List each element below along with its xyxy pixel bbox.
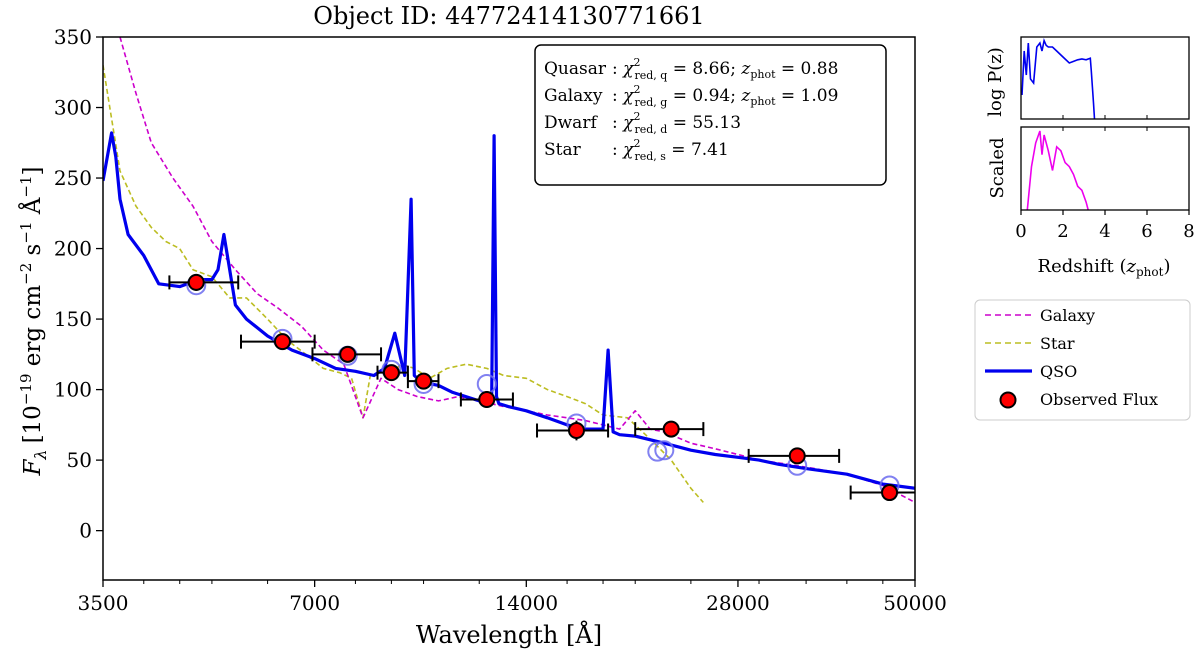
observed-flux-marker	[382, 364, 400, 382]
stats-row-name: Quasar	[544, 59, 607, 79]
y-tick-label: 50	[67, 448, 92, 472]
x-axis-label: Wavelength [Å]	[416, 620, 602, 649]
main-axis-ticks: 3500 7000 14000 28000 50000 0 50 100 150 200 250 30…	[54, 25, 947, 615]
stats-row-value: : χ2 red, s = 7.41	[612, 137, 729, 163]
pz-inset: 0 2 4 6 8 log P(z) Scaled Redshift (zphot)	[985, 36, 1195, 279]
legend: Galaxy Star QSO Observed Flux	[974, 299, 1191, 421]
pz-top-curve	[1021, 37, 1096, 119]
pz-x-tick-label: 8	[1183, 221, 1194, 242]
main-plot-points	[168, 273, 915, 502]
pz-top-frame	[1020, 36, 1190, 120]
x-tick-label: 50000	[883, 591, 947, 615]
pz-top-ylabel: log P(z)	[985, 47, 1006, 116]
y-tick-label: 100	[54, 378, 92, 402]
stats-row-name: Star	[544, 140, 582, 160]
pz-x-axis-label: Redshift (zphot)	[1038, 256, 1171, 279]
y-tick-label: 300	[54, 96, 92, 120]
observed-flux-marker	[881, 484, 899, 502]
legend-label: Observed Flux	[1040, 390, 1158, 409]
stats-row-name: Galaxy	[544, 86, 603, 106]
legend-label: QSO	[1040, 362, 1077, 381]
observed-flux-marker	[187, 273, 205, 291]
model-flux-marker	[654, 440, 675, 461]
observed-flux-marker	[567, 421, 585, 439]
observed-flux-marker	[339, 345, 357, 363]
pz-x-tick-label: 6	[1141, 221, 1152, 242]
pz-x-tick-label: 0	[1015, 221, 1026, 242]
stats-row-value: : χ2 red, d = 55.13	[612, 110, 741, 136]
observed-flux-marker	[662, 420, 680, 438]
stats-box: Quasar: χ2 red, q = 8.66; zphot = 0.88 Gal…	[534, 44, 887, 186]
pz-x-tick-label: 2	[1057, 221, 1068, 242]
x-tick-label: 3500	[78, 591, 129, 615]
observed-flux-marker	[788, 447, 806, 465]
y-tick-label: 350	[54, 25, 92, 49]
legend-label: Galaxy	[1040, 306, 1095, 325]
x-tick-label: 7000	[289, 591, 340, 615]
model-flux-marker	[647, 441, 668, 462]
y-tick-label: 0	[79, 519, 92, 543]
legend-marker-observed-flux	[999, 391, 1017, 409]
pz-bottom-frame	[1020, 126, 1190, 211]
pz-x-tick-label: 4	[1099, 221, 1110, 242]
pz-ticks: 0 2 4 6 8	[1015, 115, 1195, 242]
pz-top-line	[1021, 37, 1096, 119]
stats-row-value: : χ2 red, q = 8.66; zphot = 0.88	[612, 56, 838, 82]
y-tick-label: 250	[54, 166, 92, 190]
pz-bottom-line	[1026, 130, 1089, 210]
series-line-qso	[103, 131, 915, 490]
observed-flux-marker	[415, 372, 433, 390]
main-plot-frame	[102, 36, 916, 581]
pz-bottom-ylabel: Scaled	[987, 137, 1008, 198]
x-tick-label: 14000	[494, 591, 558, 615]
observed-flux-marker	[478, 390, 496, 408]
y-axis-label: Fλ[10−19 erg cm−2 s−1 Å−1]	[17, 166, 50, 476]
legend-label: Star	[1040, 334, 1075, 353]
y-tick-label: 150	[54, 307, 92, 331]
series-line-star	[103, 65, 704, 503]
chart-title: Object ID: 44772414130771661	[313, 2, 704, 30]
observed-flux-marker	[273, 333, 291, 351]
x-tick-label: 28000	[706, 591, 770, 615]
stats-row-name: Dwarf	[544, 113, 598, 133]
y-tick-label: 200	[54, 237, 92, 261]
stats-row-value: : χ2 red, g = 0.94; zphot = 1.09	[612, 83, 838, 109]
pz-bottom-curve	[1026, 130, 1089, 210]
